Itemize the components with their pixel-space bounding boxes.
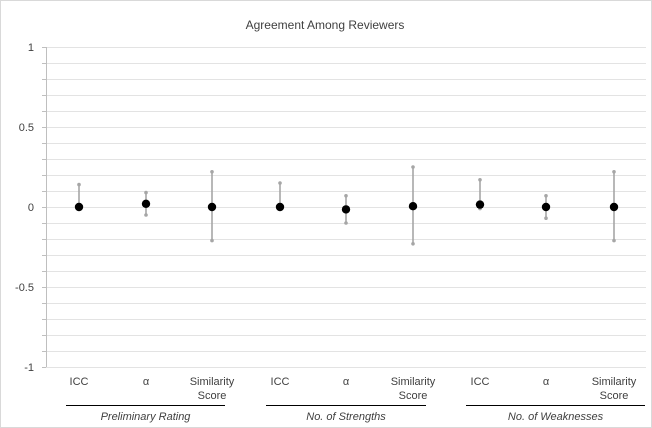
error-bar-cap (77, 182, 81, 187)
data-point (408, 202, 418, 211)
x-group-label: No. of Strengths (306, 411, 386, 423)
error-bar-cap (478, 178, 482, 182)
error-bar-cap (278, 181, 282, 185)
x-category-label: Similarity (391, 376, 436, 388)
error-bar-cap (544, 216, 548, 220)
error-bar-cap (144, 213, 148, 217)
y-tick-label: -1 (24, 362, 34, 374)
error-bar-cap (210, 238, 214, 243)
error-bar-cap (612, 238, 616, 243)
x-category-label: α (343, 376, 350, 388)
chart-title: Agreement Among Reviewers (245, 18, 405, 32)
y-tick-label: -0.5 (15, 282, 34, 294)
y-tick-label: 1 (28, 42, 34, 54)
data-point (207, 202, 217, 212)
x-group-label: Preliminary Rating (101, 411, 192, 423)
error-bar-cap (544, 194, 548, 198)
x-category-label: Score (399, 390, 428, 402)
data-point (541, 202, 551, 212)
data-point (141, 199, 151, 208)
data-point (609, 202, 619, 212)
x-category-label: Score (600, 390, 629, 402)
x-category-label: ICC (70, 376, 89, 388)
y-tick-label: 0 (28, 202, 34, 214)
error-bar-cap (344, 221, 348, 225)
x-group-label: No. of Weaknesses (508, 411, 604, 423)
x-category-label: Similarity (592, 376, 637, 388)
error-bar-cap (144, 190, 148, 195)
data-point (275, 202, 285, 212)
error-bar-cap (344, 194, 348, 198)
x-category-label: ICC (271, 376, 290, 388)
error-bar-cap (612, 170, 616, 174)
x-category-label: ICC (471, 376, 490, 388)
data-point (341, 205, 351, 214)
x-category-label: α (143, 376, 150, 388)
error-bar-cap (210, 170, 214, 174)
x-category-label: Similarity (190, 376, 235, 388)
error-bar-cap (411, 165, 415, 169)
data-point (74, 202, 84, 212)
data-point (475, 200, 485, 209)
x-category-label: Score (198, 390, 227, 402)
y-tick-label: 0.5 (19, 122, 34, 134)
x-category-label: α (543, 376, 550, 388)
error-bar-cap (411, 242, 415, 246)
